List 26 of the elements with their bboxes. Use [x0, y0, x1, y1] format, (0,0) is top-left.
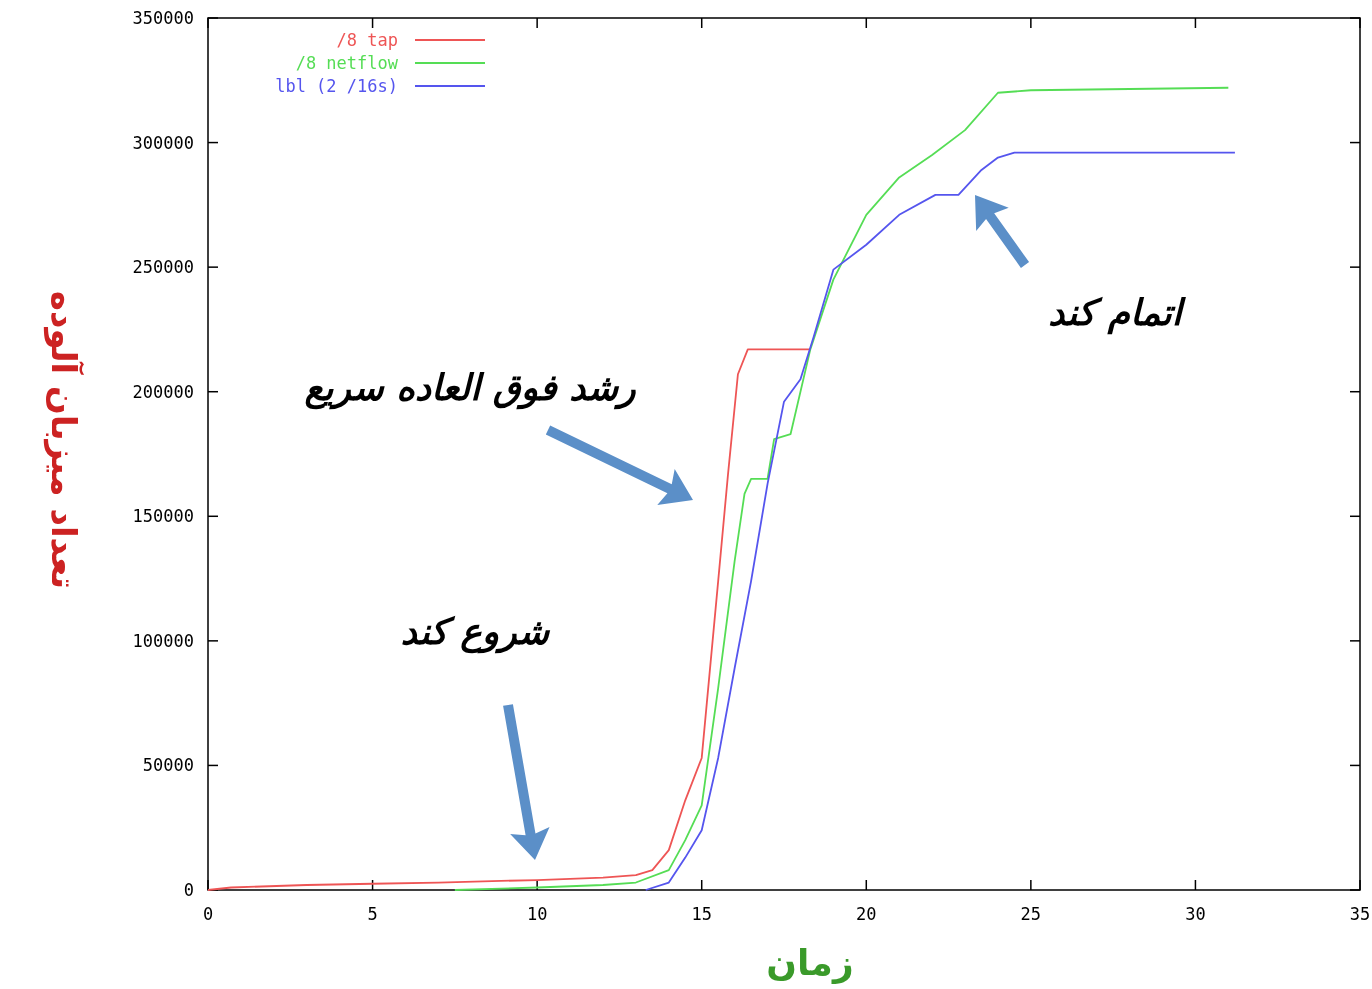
line-series: [644, 151, 1236, 891]
x-tick-label: 35: [1349, 904, 1371, 924]
legend-label: lbl (2 /16s): [275, 76, 398, 96]
legend-label: /8 netflow: [295, 53, 399, 73]
line-series: [207, 348, 812, 891]
x-tick-label: 0: [202, 904, 214, 924]
x-tick-label: 10: [526, 904, 548, 924]
x-axis-title: زمان: [766, 942, 854, 984]
x-tick-label: 25: [1020, 904, 1042, 924]
x-tick-label: 20: [856, 904, 877, 924]
y-tick-label: 100000: [132, 630, 194, 651]
annotation: اتمام کند: [1048, 292, 1187, 335]
annotation: رشد فوق العاده سریع: [304, 367, 637, 410]
y-tick-label: 250000: [132, 257, 194, 278]
y-tick-label: 150000: [132, 506, 194, 527]
x-tick-label: 30: [1185, 904, 1206, 924]
annotation: شروع کند: [400, 611, 551, 654]
legend-label: /8 tap: [336, 30, 398, 50]
y-tick-label: 200000: [132, 381, 194, 402]
y-tick-label: 50000: [142, 755, 194, 776]
x-tick-label: 5: [367, 904, 378, 924]
y-tick-label: 300000: [132, 132, 194, 153]
y-axis-title: تعداد میزبان آلوده: [43, 290, 85, 590]
x-tick-label: 15: [691, 904, 712, 924]
y-tick-label: 350000: [132, 8, 194, 28]
y-tick-label: 0: [183, 880, 194, 900]
